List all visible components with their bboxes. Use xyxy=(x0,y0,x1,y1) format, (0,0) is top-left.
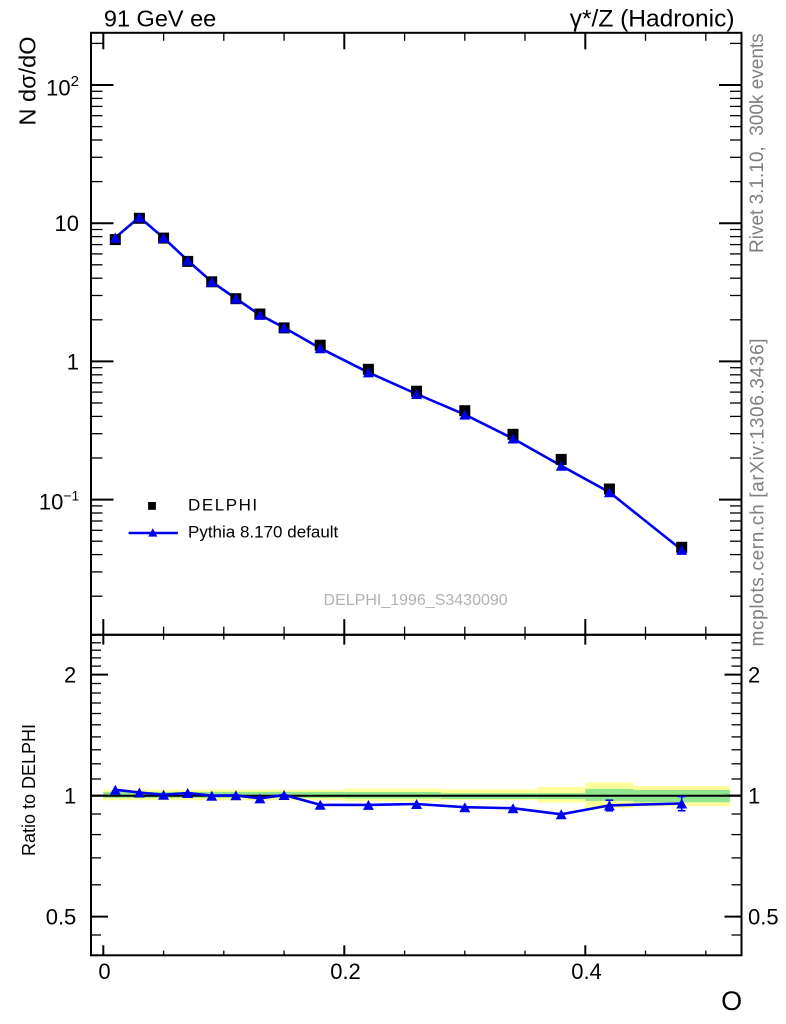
svg-text:Pythia 8.170 default: Pythia 8.170 default xyxy=(188,523,339,542)
svg-text:0.4: 0.4 xyxy=(571,959,602,984)
svg-text:Ratio to DELPHI: Ratio to DELPHI xyxy=(19,724,39,856)
svg-text:N dσ/dO: N dσ/dO xyxy=(15,37,41,126)
svg-text:1: 1 xyxy=(64,784,76,809)
svg-text:DELPHI: DELPHI xyxy=(188,495,259,514)
svg-text:0: 0 xyxy=(98,959,110,984)
svg-text:2: 2 xyxy=(748,663,760,688)
svg-text:γ*/Z (Hadronic): γ*/Z (Hadronic) xyxy=(570,6,735,33)
svg-text:2: 2 xyxy=(64,663,76,688)
svg-text:10−1: 10−1 xyxy=(39,488,80,515)
svg-text:0.5: 0.5 xyxy=(46,905,77,930)
svg-text:0.2: 0.2 xyxy=(330,959,361,984)
svg-text:10: 10 xyxy=(55,211,79,236)
svg-text:DELPHI_1996_S3430090: DELPHI_1996_S3430090 xyxy=(324,592,508,609)
svg-text:O: O xyxy=(721,986,742,1016)
svg-text:91 GeV ee: 91 GeV ee xyxy=(104,6,216,32)
svg-text:0.5: 0.5 xyxy=(748,905,779,930)
svg-text:1: 1 xyxy=(748,784,760,809)
svg-text:1: 1 xyxy=(67,349,79,374)
svg-text:Rivet 3.1.10, 300k events: Rivet 3.1.10, 300k events xyxy=(747,33,768,253)
svg-text:mcplots.cern.ch [arXiv:1306.34: mcplots.cern.ch [arXiv:1306.3436] xyxy=(748,338,769,647)
